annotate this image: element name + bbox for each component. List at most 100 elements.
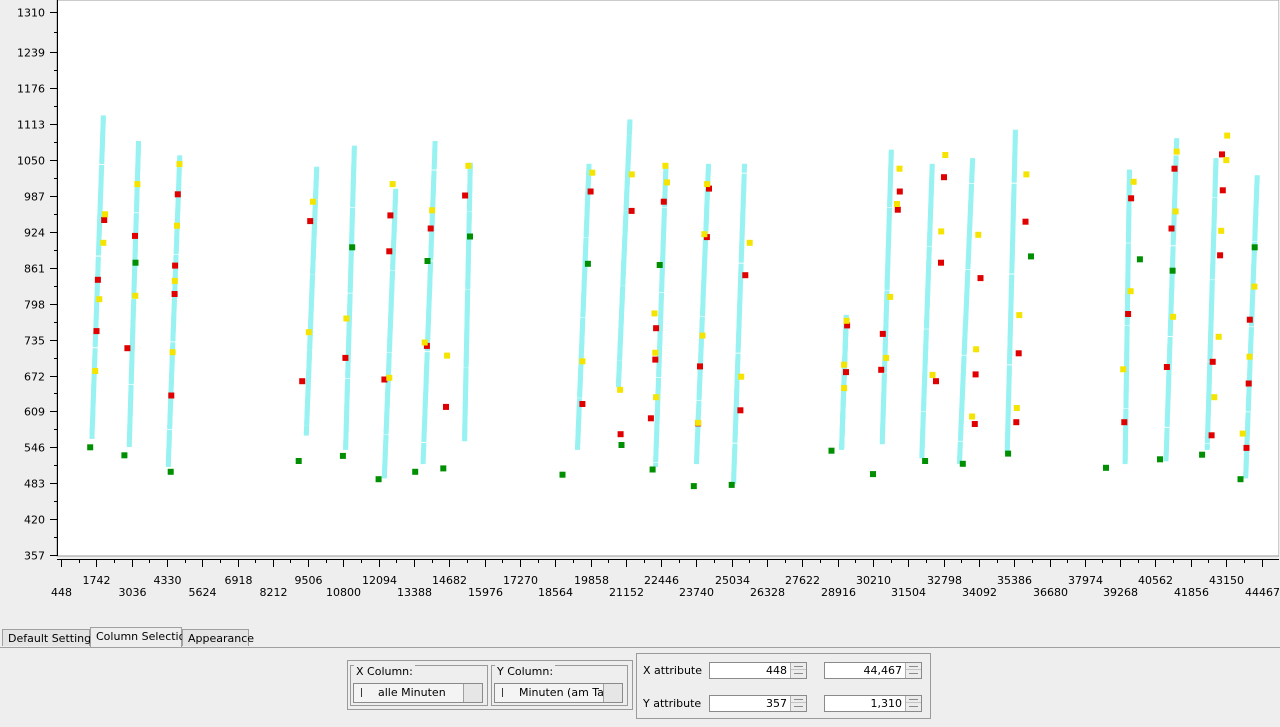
x-min-spin-buttons[interactable] — [790, 663, 806, 678]
x-min-spinner[interactable] — [709, 662, 807, 679]
cyan-point — [351, 175, 356, 180]
cyan-point — [428, 239, 434, 244]
cyan-point — [737, 287, 743, 292]
cyan-point — [1170, 251, 1176, 256]
cyan-point — [738, 253, 744, 258]
cyan-point — [1208, 317, 1214, 322]
cyan-point — [1126, 220, 1132, 225]
cyan-point — [882, 364, 888, 369]
spin-down-icon[interactable] — [906, 670, 921, 677]
cyan-point — [888, 154, 894, 159]
cyan-point — [734, 377, 740, 382]
yellow-point — [746, 239, 753, 246]
cyan-point — [1122, 460, 1128, 465]
cyan-point — [98, 179, 104, 184]
cyan-point — [463, 390, 468, 395]
cyan-point — [575, 424, 581, 429]
yellow-point — [1251, 283, 1258, 290]
cyan-point — [580, 304, 586, 309]
cyan-point — [694, 448, 700, 453]
x-max-spin-buttons[interactable] — [905, 663, 921, 678]
cyan-point — [1248, 329, 1254, 334]
cyan-point — [928, 197, 934, 202]
cyan-point — [428, 254, 434, 258]
cyan-point — [581, 278, 587, 283]
cyan-point — [1246, 396, 1252, 401]
x-max-input[interactable] — [825, 663, 905, 678]
x-column-select[interactable]: ǀ alle Minuten — [353, 683, 483, 703]
cyan-point — [963, 304, 969, 309]
x-min-input[interactable] — [710, 663, 790, 678]
cyan-point — [1243, 460, 1249, 465]
cyan-point — [583, 231, 589, 236]
x-tick-label: 43150 — [1209, 574, 1244, 587]
cyan-point — [314, 166, 320, 171]
y-max-spin-buttons[interactable] — [905, 696, 921, 711]
y-min-spinner[interactable] — [709, 695, 807, 712]
spin-up-icon[interactable] — [791, 663, 806, 670]
cyan-point — [384, 401, 390, 406]
dropdown-arrow-icon[interactable] — [463, 684, 482, 702]
cyan-point — [960, 369, 966, 374]
y-min-spin-buttons[interactable] — [790, 696, 806, 711]
y-column-select[interactable]: ǀ Minuten (am Tag) — [494, 683, 623, 703]
cyan-point — [958, 423, 964, 427]
cyan-point — [1126, 232, 1131, 237]
cyan-point — [1211, 233, 1217, 238]
spin-up-icon[interactable] — [906, 696, 921, 703]
x-max-spinner[interactable] — [824, 662, 922, 679]
cyan-point — [385, 390, 391, 395]
cyan-point — [462, 407, 468, 412]
red-point — [1217, 252, 1224, 259]
spin-up-icon[interactable] — [906, 663, 921, 670]
spin-down-icon[interactable] — [791, 703, 806, 710]
tab-column-selection[interactable]: Column Selection — [90, 627, 192, 647]
cyan-point — [964, 290, 970, 295]
y-min-input[interactable] — [710, 696, 790, 711]
spin-down-icon[interactable] — [906, 703, 921, 710]
y-max-input[interactable] — [825, 696, 905, 711]
cyan-point — [96, 236, 102, 241]
tab-appearance[interactable]: Appearance — [182, 629, 254, 646]
cyan-point — [387, 323, 393, 328]
cyan-point — [1206, 388, 1212, 393]
cyan-point — [734, 373, 740, 377]
x-column-value: alle Minuten — [378, 686, 446, 699]
cyan-point — [1009, 249, 1015, 254]
yellow-point — [695, 419, 702, 426]
cyan-point — [579, 341, 585, 346]
cyan-point — [579, 330, 585, 335]
cyan-point — [99, 147, 105, 152]
spin-down-icon[interactable] — [791, 670, 806, 677]
cyan-point — [97, 224, 102, 229]
cyan-point — [466, 249, 471, 254]
dropdown-arrow-icon[interactable] — [603, 684, 622, 702]
cyan-point — [132, 266, 138, 271]
cyan-point — [623, 206, 629, 211]
cyan-point — [344, 399, 350, 404]
cyan-point — [881, 395, 887, 400]
cyan-point — [171, 302, 177, 306]
cyan-point — [886, 239, 891, 243]
tab-default-settings[interactable]: Default Settings — [2, 629, 97, 646]
spin-up-icon[interactable] — [791, 696, 806, 703]
cyan-point — [965, 262, 971, 267]
cyan-point — [1126, 227, 1132, 232]
cyan-point — [389, 292, 395, 297]
cyan-point — [658, 295, 664, 299]
cyan-point — [390, 253, 396, 257]
cyan-point — [92, 360, 98, 365]
cyan-point — [384, 405, 390, 410]
cyan-point — [882, 344, 888, 349]
cyan-point — [92, 340, 98, 345]
cyan-point — [462, 437, 468, 442]
cyan-point — [95, 273, 101, 278]
cyan-point — [463, 380, 469, 385]
y-max-spinner[interactable] — [824, 695, 922, 712]
cyan-point — [1006, 380, 1012, 384]
cyan-point — [960, 383, 966, 388]
cyan-point — [384, 408, 390, 412]
cyan-point — [697, 373, 703, 378]
cyan-point — [167, 410, 173, 415]
cyan-point — [578, 367, 584, 372]
